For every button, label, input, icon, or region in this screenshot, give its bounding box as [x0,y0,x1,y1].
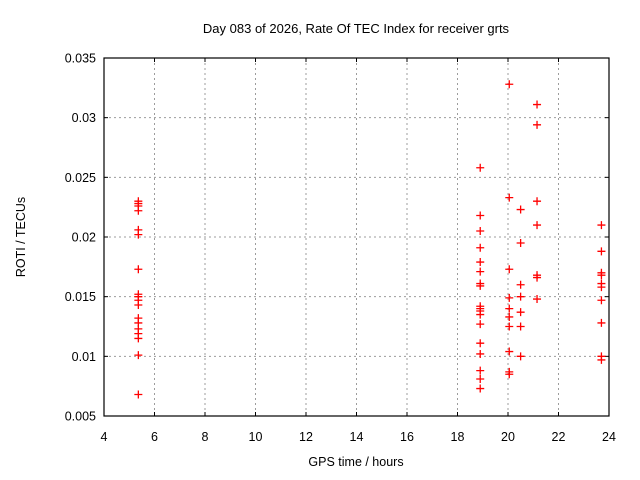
data-point [476,258,485,267]
x-tick-label: 4 [101,430,108,444]
data-point [597,296,606,305]
x-tick-label: 12 [299,430,313,444]
data-point [505,293,514,302]
data-point [597,221,606,230]
y-tick-label: 0.02 [72,231,96,245]
y-tick-label: 0.025 [65,171,96,185]
x-tick-label: 16 [400,430,414,444]
data-point [476,366,485,375]
data-point [476,310,485,319]
data-point [533,221,542,230]
x-tick-label: 20 [501,430,515,444]
data-point [476,281,485,290]
y-tick-label: 0.01 [72,350,96,364]
data-point [533,295,542,304]
data-point [516,205,525,214]
data-point [505,80,514,89]
data-point [516,280,525,289]
data-point [597,355,606,364]
data-point [134,265,143,274]
data-point [505,370,514,379]
data-point [134,351,143,360]
data-point [134,390,143,399]
data-point [134,334,143,343]
data-point [476,384,485,393]
data-point [505,193,514,202]
gridlines [104,58,609,416]
data-point [476,267,485,276]
data-point [533,197,542,206]
data-point [597,271,606,280]
data-point [516,352,525,361]
x-tick-label: 18 [451,430,465,444]
y-tick-label: 0.035 [65,52,96,66]
data-point [533,100,542,109]
data-point [505,304,514,313]
data-point [533,120,542,129]
data-point [476,227,485,236]
data-point [476,243,485,252]
data-point [505,347,514,356]
data-point [476,375,485,384]
y-tick-label: 0.005 [65,410,96,424]
x-tick-label: 10 [249,430,263,444]
y-tick-label: 0.015 [65,290,96,304]
x-tick-label: 14 [350,430,364,444]
data-point [134,301,143,310]
data-point [134,206,143,215]
x-tick-label: 6 [151,430,158,444]
data-point [134,230,143,239]
data-point [516,238,525,247]
data-point [476,349,485,358]
data-point [597,318,606,327]
chart-title: Day 083 of 2026, Rate Of TEC Index for r… [203,21,510,36]
x-tick-label: 8 [202,430,209,444]
data-point [516,322,525,331]
data-point [516,308,525,317]
y-tick-label: 0.03 [72,111,96,125]
data-points [134,80,606,399]
data-point [516,292,525,301]
data-point [505,322,514,331]
plot-border [103,57,610,417]
data-point [476,211,485,220]
data-point [476,339,485,348]
data-point [476,320,485,329]
x-tick-label: 24 [602,430,616,444]
data-point [476,163,485,172]
x-tick-label: 22 [552,430,566,444]
x-axis-label: GPS time / hours [308,455,403,469]
data-point [505,312,514,321]
data-point [597,247,606,256]
data-point [597,283,606,292]
y-axis-label: ROTI / TECUs [14,197,28,277]
data-point [505,265,514,274]
data-point [533,273,542,282]
axis-tick-labels: 4 6 8 10 12 14 16 18 20 22 24 0.005 0.01 0.015 0.02 0.0… [65,52,616,445]
